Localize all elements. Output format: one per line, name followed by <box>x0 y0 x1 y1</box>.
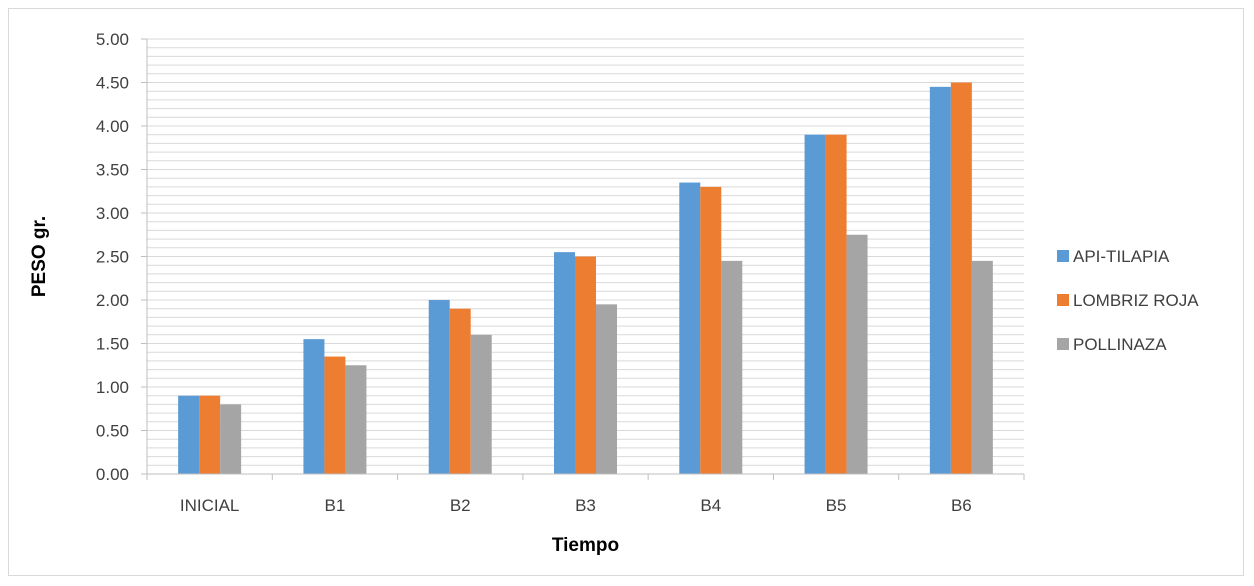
bar-api-tilapia-b4 <box>679 182 701 475</box>
legend-label: POLLINAZA <box>1073 335 1167 354</box>
bar-api-tilapia-b3 <box>554 252 575 474</box>
bar-lombriz-roja-b2 <box>449 308 471 474</box>
bar-pollinaza-b1 <box>345 365 367 474</box>
bars <box>178 82 993 475</box>
bar-api-tilapia-b6 <box>929 86 951 474</box>
y-tick-label: 5.00 <box>96 30 129 49</box>
bar-pollinaza-inicial <box>220 404 242 474</box>
bar-lombriz-roja-inicial <box>199 395 221 474</box>
x-tick-label: INICIAL <box>180 496 240 515</box>
bar-pollinaza-b4 <box>721 260 743 474</box>
legend-swatch <box>1057 250 1069 262</box>
bar-api-tilapia-b1 <box>303 339 325 474</box>
bar-chart: 0.00 0.50 1.00 1.50 2.00 2.50 3.00 3.50 4.00 4.50… <box>29 30 1199 556</box>
bar-lombriz-roja-b6 <box>950 82 972 474</box>
legend-label: API-TILAPIA <box>1073 247 1170 266</box>
bar-lombriz-roja-b4 <box>700 186 722 474</box>
y-tick-labels: 0.00 0.50 1.00 1.50 2.00 2.50 3.00 3.50 4.00 4.50… <box>96 30 129 484</box>
axes <box>141 38 1025 480</box>
x-tick-label: B6 <box>951 496 972 515</box>
bar-pollinaza-b3 <box>596 304 617 474</box>
y-tick-label: 4.50 <box>96 74 129 93</box>
bar-pollinaza-b6 <box>971 260 993 474</box>
bar-pollinaza-b5 <box>846 234 868 474</box>
y-tick-label: 3.50 <box>96 161 129 180</box>
bar-api-tilapia-b5 <box>804 134 826 474</box>
legend-label: LOMBRIZ ROJA <box>1073 291 1199 310</box>
bar-pollinaza-b2 <box>470 334 492 474</box>
y-tick-label: 0.00 <box>96 465 129 484</box>
y-tick-label: 2.00 <box>96 291 129 310</box>
y-tick-label: 3.00 <box>96 204 129 223</box>
legend-swatch <box>1057 294 1069 306</box>
x-tick-label: B3 <box>575 496 596 515</box>
bar-lombriz-roja-b5 <box>825 134 847 474</box>
y-tick-label: 1.00 <box>96 378 129 397</box>
bar-lombriz-roja-b3 <box>575 256 596 474</box>
x-tick-label: B2 <box>450 496 471 515</box>
x-tick-label: B4 <box>700 496 721 515</box>
bar-api-tilapia-inicial <box>178 395 200 474</box>
legend-swatch <box>1057 338 1069 350</box>
y-tick-label: 0.50 <box>96 422 129 441</box>
x-tick-labels: INICIAL B1 B2 B3 B4 B5 B6 <box>180 496 972 515</box>
bar-api-tilapia-b2 <box>428 300 450 474</box>
y-tick-label: 1.50 <box>96 335 129 354</box>
x-tick-label: B1 <box>325 496 346 515</box>
x-axis-title: Tiempo <box>552 535 619 556</box>
chart-area: 0.00 0.50 1.00 1.50 2.00 2.50 3.00 3.50 4.00 4.50… <box>8 8 1244 576</box>
y-tick-label: 2.50 <box>96 248 129 267</box>
y-tick-label: 4.00 <box>96 117 129 136</box>
x-tick-label: B5 <box>826 496 847 515</box>
y-axis-title: PESO gr. <box>29 216 50 297</box>
legend: API-TILAPIA LOMBRIZ ROJA POLLINAZA <box>1057 247 1199 354</box>
bar-lombriz-roja-b1 <box>324 356 346 474</box>
